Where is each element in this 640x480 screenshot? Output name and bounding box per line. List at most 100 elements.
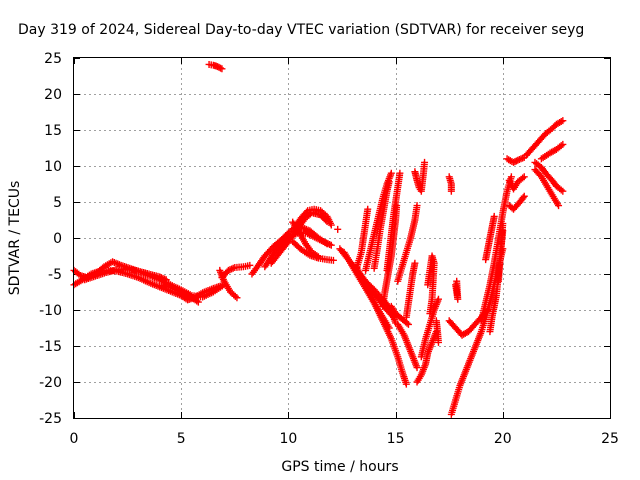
series-track-42	[505, 173, 528, 193]
data-point	[193, 297, 201, 305]
series-track-47	[537, 140, 567, 163]
y-axis-label: SDTVAR / TECUs	[7, 181, 23, 296]
data-point	[194, 298, 202, 306]
data-point	[387, 169, 395, 177]
y-tick-label: -15	[39, 339, 62, 355]
data-point	[434, 338, 442, 346]
data-point	[322, 216, 330, 224]
series-track-28	[402, 259, 419, 321]
data-point	[559, 187, 567, 195]
data-point	[490, 212, 498, 220]
y-tick-label: 5	[53, 195, 62, 211]
data-point	[364, 205, 372, 213]
series-track-26	[394, 320, 421, 372]
series-track-38	[482, 212, 498, 264]
series-track-41	[503, 153, 528, 166]
data-point	[246, 261, 254, 269]
data-point	[231, 292, 239, 300]
series-track-07	[218, 261, 254, 282]
data-point	[233, 294, 241, 302]
data-point	[557, 118, 565, 126]
series-track-04	[156, 282, 202, 306]
x-tick-label: 20	[494, 431, 512, 447]
data-point	[519, 174, 527, 182]
data-point	[323, 240, 331, 248]
series-track-44	[522, 117, 567, 159]
x-axis-label: GPS time / hours	[281, 459, 398, 475]
data-point	[228, 265, 236, 273]
chart-title: Day 319 of 2024, Sidereal Day-to-day VTE…	[18, 22, 584, 38]
y-tick-label: -20	[39, 375, 62, 391]
series-track-12	[289, 218, 322, 261]
series-track-33	[445, 173, 455, 195]
data-point	[519, 194, 527, 202]
data-point	[559, 117, 567, 125]
series-track-34	[452, 277, 462, 303]
series-track-23	[379, 202, 401, 310]
series-track-30	[417, 295, 442, 361]
data-point	[434, 295, 442, 303]
data-point	[218, 65, 226, 73]
x-tick-label: 5	[177, 431, 186, 447]
series-track-21	[370, 178, 393, 272]
data-point	[404, 320, 412, 328]
data-point	[314, 253, 322, 261]
series-track-40	[495, 220, 507, 285]
data-point	[329, 256, 337, 264]
series-track-32	[432, 317, 442, 346]
data-point	[162, 276, 170, 284]
data-point	[229, 264, 237, 272]
y-tick-label: 20	[44, 87, 62, 103]
data-point	[217, 64, 225, 72]
data-point	[512, 157, 520, 165]
data-point	[389, 313, 397, 321]
data-point	[421, 158, 429, 166]
y-tick-label: -10	[39, 303, 62, 319]
data-point	[499, 220, 507, 228]
series-track-27	[411, 158, 429, 195]
y-tick-label: 15	[44, 123, 62, 139]
y-tick-label: 25	[44, 51, 62, 67]
data-point	[334, 225, 342, 233]
series-track-31	[424, 252, 438, 318]
data-point	[402, 380, 410, 388]
data-point	[226, 266, 234, 274]
data-point	[396, 169, 404, 177]
data-point	[520, 173, 528, 181]
data-point	[313, 252, 321, 260]
data-point	[555, 202, 563, 210]
data-point	[514, 156, 522, 164]
series-track-25	[387, 302, 412, 328]
plot-frame	[73, 57, 611, 419]
data-point	[557, 142, 565, 150]
data-point	[520, 192, 528, 200]
grid	[74, 58, 610, 418]
data-point	[426, 310, 434, 318]
data-point	[411, 259, 419, 267]
data-point	[403, 319, 411, 327]
data-point	[156, 273, 164, 281]
y-tick-label: -25	[39, 411, 62, 427]
data-point	[413, 364, 421, 372]
series-track-11	[289, 238, 337, 264]
data-point	[517, 155, 525, 163]
series-track-13	[297, 223, 331, 248]
series-track-43	[505, 192, 528, 213]
series-track-03	[81, 265, 170, 284]
x-tick-label: 15	[387, 431, 405, 447]
data-points	[70, 60, 567, 418]
data-point	[323, 217, 331, 225]
series-track-14	[334, 225, 342, 233]
series-track-18	[353, 264, 410, 388]
data-point	[327, 221, 335, 229]
y-tick-label: 0	[53, 231, 62, 247]
data-point	[507, 173, 515, 181]
data-point	[161, 275, 169, 283]
data-point	[224, 266, 232, 274]
series-track-05	[205, 60, 226, 73]
data-point	[157, 274, 165, 282]
tick-labels: 0 5 10 15 20 25 -25 -20 -15 -10 -5 0 5 10 15 20 25	[39, 51, 619, 447]
series-track-46	[531, 166, 563, 210]
data-point	[385, 178, 393, 186]
